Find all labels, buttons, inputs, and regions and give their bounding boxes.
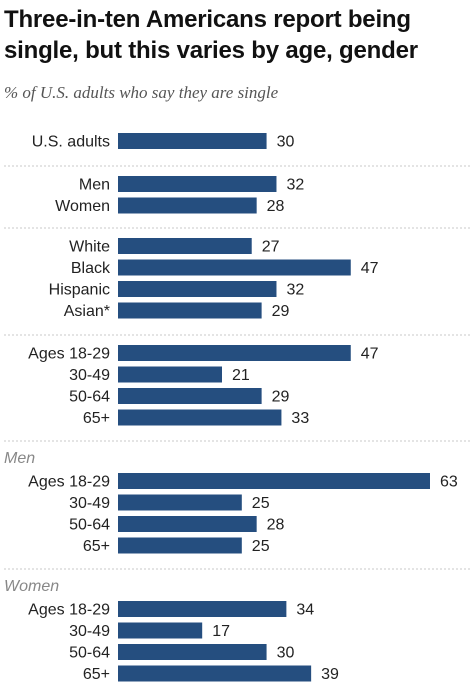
bar <box>118 176 277 192</box>
value-label: 28 <box>267 517 285 534</box>
category-label: 30-49 <box>69 367 110 384</box>
value-label: 47 <box>361 346 379 363</box>
value-label: 25 <box>252 495 270 512</box>
bar <box>118 259 351 276</box>
value-label: 25 <box>252 538 270 555</box>
category-label: Hispanic <box>49 282 110 299</box>
bar <box>118 281 277 297</box>
group-title: Women <box>4 578 59 595</box>
value-label: 32 <box>286 282 304 299</box>
category-label: Asian* <box>64 303 110 320</box>
bar <box>118 516 257 532</box>
bar <box>118 601 287 617</box>
value-label: 32 <box>286 177 304 194</box>
bar <box>118 197 257 214</box>
value-label: 29 <box>272 389 290 406</box>
category-label: Men <box>79 177 110 194</box>
category-label: 50-64 <box>69 389 110 406</box>
bar <box>118 622 203 639</box>
group-title: Men <box>4 450 35 467</box>
bar <box>118 644 267 660</box>
bar <box>118 345 351 361</box>
chart-subtitle: % of U.S. adults who say they are single <box>4 83 279 102</box>
category-label: Ages 18-29 <box>28 602 110 619</box>
bar <box>118 133 267 149</box>
category-label: Ages 18-29 <box>28 346 110 363</box>
value-label: 34 <box>296 602 314 619</box>
value-label: 30 <box>277 645 295 662</box>
category-label: 65+ <box>83 538 110 555</box>
value-label: 27 <box>262 239 280 256</box>
category-label: 50-64 <box>69 645 110 662</box>
bar <box>118 238 252 254</box>
value-label: 39 <box>321 666 339 683</box>
bar <box>118 409 282 426</box>
category-label: 65+ <box>83 666 110 683</box>
bar <box>118 494 242 511</box>
bar <box>118 665 312 682</box>
category-label: 30-49 <box>69 495 110 512</box>
bar <box>118 537 242 554</box>
chart-title: Three-in-ten Americans report being sing… <box>4 6 418 64</box>
category-label: U.S. adults <box>32 134 110 151</box>
category-label: White <box>69 239 110 256</box>
category-label: Black <box>71 260 111 277</box>
value-label: 29 <box>272 303 290 320</box>
category-label: 50-64 <box>69 517 110 534</box>
category-label: 30-49 <box>69 623 110 640</box>
bar <box>118 473 430 489</box>
category-label: Women <box>55 198 110 215</box>
category-label: 65+ <box>83 410 110 427</box>
value-label: 63 <box>440 474 458 491</box>
value-label: 47 <box>361 260 379 277</box>
bar <box>118 302 262 319</box>
bar <box>118 388 262 404</box>
value-label: 33 <box>291 410 309 427</box>
bar <box>118 366 222 383</box>
value-label: 28 <box>267 198 285 215</box>
value-label: 21 <box>232 367 250 384</box>
value-label: 17 <box>212 623 230 640</box>
value-label: 30 <box>277 134 295 151</box>
category-label: Ages 18-29 <box>28 474 110 491</box>
